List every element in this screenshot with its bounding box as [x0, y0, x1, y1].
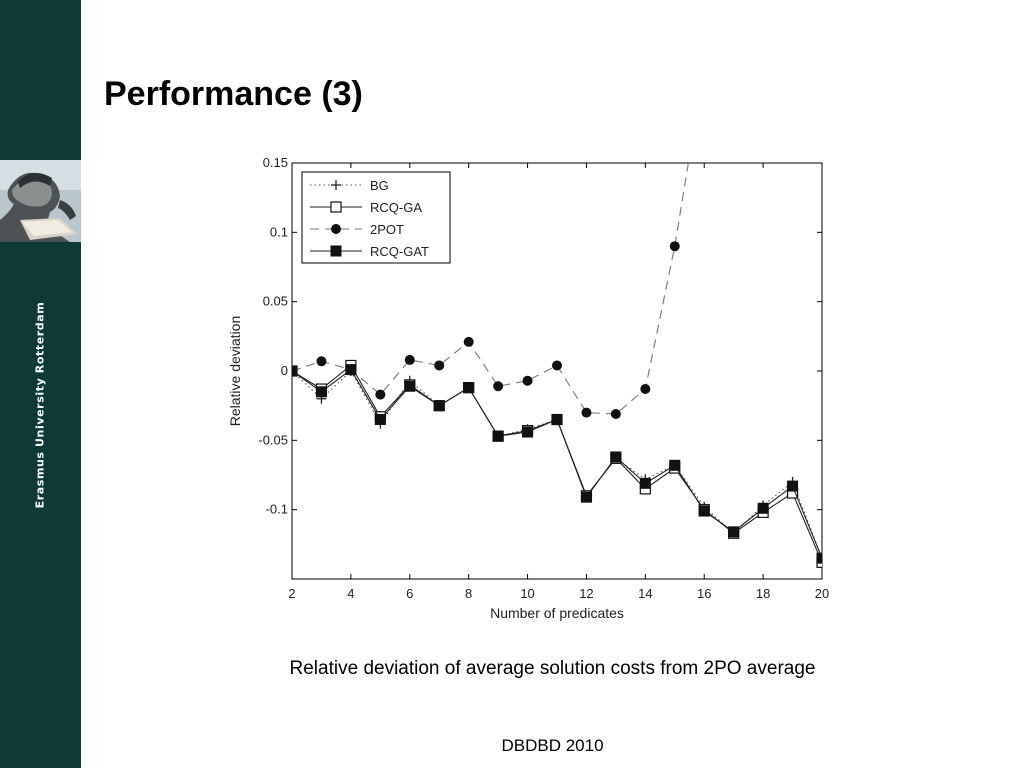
- legend-label: RCQ-GAT: [370, 244, 429, 259]
- filled-square-marker: [492, 430, 504, 442]
- filled-square-marker: [669, 459, 681, 471]
- x-axis-label: Number of predicates: [490, 605, 624, 621]
- filled-circle-marker: [463, 336, 474, 347]
- plot-area: [292, 163, 822, 568]
- filled-circle-marker: [581, 407, 592, 418]
- filled-square-marker: [345, 364, 357, 376]
- y-tick-label: 0.1: [270, 224, 288, 239]
- filled-square-marker: [433, 400, 445, 412]
- filled-square-marker: [330, 245, 342, 257]
- filled-square-marker: [698, 505, 710, 517]
- y-axis-label: Relative deviation: [227, 316, 243, 427]
- filled-circle-marker: [669, 241, 680, 252]
- filled-square-marker: [757, 502, 769, 514]
- filled-square-marker: [610, 451, 622, 463]
- legend-label: RCQ-GA: [370, 200, 422, 215]
- series-rcq-gat: [292, 364, 822, 564]
- x-tick-label: 20: [815, 586, 829, 601]
- filled-circle-marker: [640, 384, 651, 395]
- figure-caption: Relative deviation of average solution c…: [289, 658, 816, 679]
- filled-circle-marker: [331, 224, 341, 234]
- x-tick-label: 16: [697, 586, 711, 601]
- line-chart: 2 4 6 8 10 12 14 16 18 20 0.15 0.1 0.05 0 -0.05 -0.1 Num…: [227, 155, 829, 621]
- x-tick-label: 2: [288, 586, 295, 601]
- x-tick-label: 18: [756, 586, 770, 601]
- x-tick-label: 6: [406, 586, 413, 601]
- slide-footer: DBDBD 2010: [501, 736, 604, 755]
- filled-square-marker: [728, 526, 740, 538]
- filled-square-marker: [787, 480, 799, 492]
- filled-circle-marker: [493, 381, 504, 392]
- filled-square-marker: [292, 365, 298, 377]
- filled-square-marker: [580, 491, 592, 503]
- filled-square-marker: [522, 426, 534, 438]
- legend-label: BG: [370, 178, 389, 193]
- x-tick-label: 10: [520, 586, 534, 601]
- filled-circle-marker: [375, 389, 386, 400]
- filled-square-marker: [639, 477, 651, 489]
- filled-square-marker: [816, 552, 822, 564]
- filled-square-marker: [374, 414, 386, 426]
- filled-circle-marker: [610, 408, 621, 419]
- legend-label: 2POT: [370, 222, 404, 237]
- series-line: [292, 163, 689, 415]
- y-tick-label: 0: [281, 363, 288, 378]
- filled-circle-marker: [522, 375, 533, 386]
- x-tick-label: 12: [579, 586, 593, 601]
- x-tick-label: 14: [638, 586, 652, 601]
- sidebar: Erasmus University Rotterdam: [0, 0, 81, 768]
- y-tick-label: -0.1: [266, 502, 288, 517]
- filled-circle-marker: [552, 360, 562, 371]
- legend-box: [301, 171, 451, 264]
- filled-square-marker: [463, 382, 475, 394]
- slide-title: Performance (3): [104, 75, 363, 113]
- y-tick-label: -0.05: [258, 432, 288, 447]
- x-tick-label: 4: [347, 586, 354, 601]
- filled-circle-marker: [434, 360, 445, 371]
- x-tick-label: 8: [465, 586, 472, 601]
- filled-square-marker: [551, 414, 563, 426]
- filled-square-marker: [315, 386, 327, 398]
- y-tick-label: 0.15: [263, 155, 288, 170]
- y-tick-label: 0.05: [263, 294, 288, 309]
- erasmus-portrait-image: [0, 160, 81, 242]
- sidebar-university-text: Erasmus University Rotterdam: [33, 301, 47, 509]
- open-square-marker: [330, 201, 342, 213]
- filled-circle-marker: [404, 354, 415, 365]
- filled-circle-marker: [316, 356, 327, 367]
- filled-square-marker: [404, 380, 416, 392]
